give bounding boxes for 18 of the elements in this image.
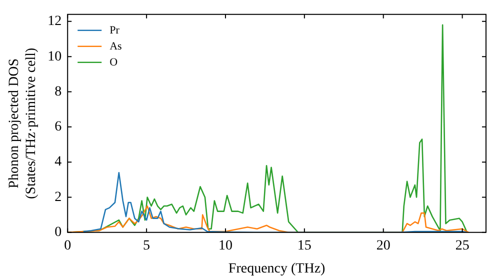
x-tick-label: 25	[455, 238, 470, 254]
y-tick-label: 10	[48, 49, 62, 64]
y-tick-label: 12	[48, 14, 62, 30]
x-tick-label: 10	[218, 238, 232, 254]
y-axis-title: Phonon projected DOS (States/THz·primitive cell)	[7, 47, 39, 200]
legend-label: Pr	[110, 24, 120, 36]
y-tick-label: 8	[54, 84, 62, 100]
x-tick-label: 15	[297, 238, 312, 254]
y-tick-label: 4	[54, 154, 62, 170]
x-tick-label: 5	[143, 238, 150, 254]
x-axis-title: Frequency (THz)	[228, 261, 326, 276]
x-tick-label: 0	[64, 238, 72, 254]
legend-label: O	[110, 56, 118, 68]
y-tick-label: 6	[54, 120, 62, 135]
legend-label: As	[110, 40, 122, 52]
y-tick-label: 0	[54, 225, 62, 240]
y-tick-label: 2	[54, 190, 62, 205]
x-tick-label: 20	[376, 238, 390, 254]
